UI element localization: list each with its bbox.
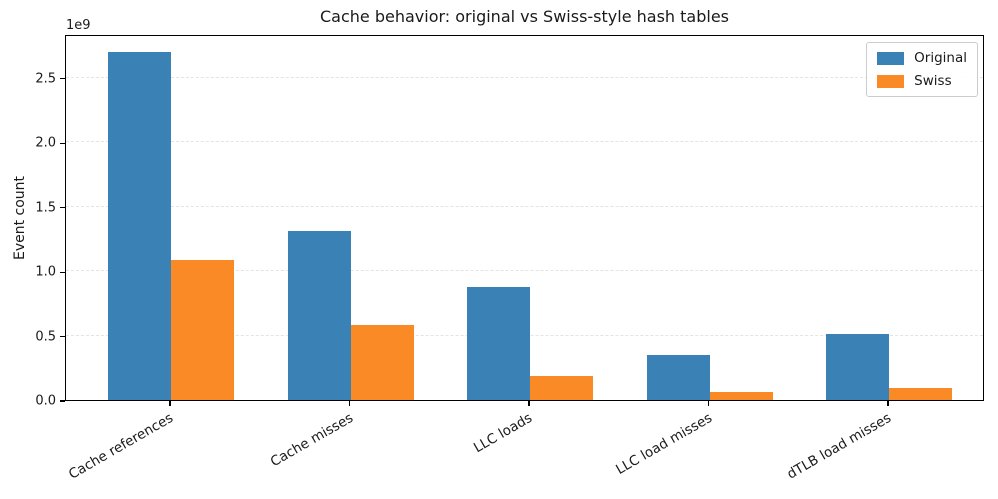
y-axis-offset-label: 1e9	[66, 18, 91, 33]
bar-original-4	[826, 334, 889, 400]
legend-item-swiss: Swiss	[877, 73, 967, 89]
gridline	[66, 141, 983, 143]
xtick-label-2: LLC loads	[471, 410, 535, 457]
gridline	[66, 270, 983, 272]
xtick-mark	[707, 401, 710, 406]
ytick-label: 0.0	[35, 393, 56, 409]
ytick-label: 0.5	[35, 329, 56, 345]
gridline	[66, 205, 983, 207]
bar-swiss-1	[350, 325, 414, 400]
ytick-label: 1.0	[35, 264, 56, 280]
bar-original-3	[646, 354, 710, 400]
legend-item-original: Original	[877, 50, 967, 66]
legend-swatch-icon	[877, 51, 905, 65]
ytick-label: 2.0	[35, 135, 56, 151]
bar-swiss-4	[889, 388, 952, 400]
bar-original-0	[108, 52, 171, 400]
xtick-label-1: Cache misses	[267, 410, 356, 471]
chart-title: Cache behavior: original vs Swiss-style …	[320, 7, 729, 26]
ytick-label: 1.5	[35, 200, 56, 216]
xtick-label-4: dTLB load misses	[784, 410, 894, 483]
legend-label: Original	[914, 50, 967, 66]
y-axis-label: Event count	[12, 175, 28, 261]
legend-swatch-icon	[877, 74, 905, 88]
ytick-mark	[60, 207, 65, 209]
xtick-mark	[887, 401, 889, 406]
ytick-mark	[60, 142, 65, 144]
bar-original-2	[467, 286, 530, 400]
xtick-label-3: LLC load misses	[612, 410, 715, 478]
xtick-mark	[528, 401, 530, 406]
bar-swiss-0	[171, 259, 234, 400]
xtick-mark	[348, 401, 351, 406]
bar-swiss-3	[709, 392, 773, 400]
plot-area	[65, 35, 984, 401]
ytick-mark	[60, 400, 65, 402]
ytick-mark	[60, 271, 65, 273]
bar-swiss-2	[530, 375, 593, 400]
xtick-label-0: Cache references	[65, 410, 176, 483]
ytick-label: 2.5	[35, 71, 56, 87]
legend: Original Swiss	[866, 42, 978, 97]
legend-label: Swiss	[914, 73, 952, 89]
gridline	[66, 76, 983, 78]
ytick-mark	[60, 78, 65, 80]
xtick-mark	[169, 401, 171, 406]
bar-original-1	[287, 231, 351, 400]
ytick-mark	[60, 335, 65, 338]
